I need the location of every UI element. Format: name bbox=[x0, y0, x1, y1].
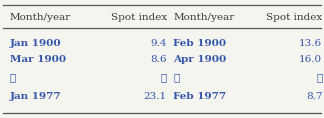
Text: Jan 1977: Jan 1977 bbox=[10, 92, 61, 101]
Text: 8.7: 8.7 bbox=[306, 92, 322, 101]
Text: Feb 1900: Feb 1900 bbox=[173, 39, 226, 48]
Text: ⋮: ⋮ bbox=[161, 73, 167, 82]
Text: Month/year: Month/year bbox=[173, 13, 235, 22]
Text: 8.6: 8.6 bbox=[150, 55, 167, 64]
Text: Jan 1900: Jan 1900 bbox=[10, 39, 61, 48]
Text: ⋮: ⋮ bbox=[316, 73, 322, 82]
Text: Mar 1900: Mar 1900 bbox=[10, 55, 66, 64]
Text: Spot index: Spot index bbox=[110, 13, 167, 22]
Text: 9.4: 9.4 bbox=[150, 39, 167, 48]
Text: Spot index: Spot index bbox=[266, 13, 322, 22]
Text: Feb 1977: Feb 1977 bbox=[173, 92, 226, 101]
Text: 13.6: 13.6 bbox=[299, 39, 322, 48]
Text: ⋮: ⋮ bbox=[173, 73, 179, 82]
Text: Apr 1900: Apr 1900 bbox=[173, 55, 226, 64]
Text: 16.0: 16.0 bbox=[299, 55, 322, 64]
Text: Month/year: Month/year bbox=[10, 13, 71, 22]
Text: 23.1: 23.1 bbox=[144, 92, 167, 101]
Text: ⋮: ⋮ bbox=[10, 73, 16, 82]
